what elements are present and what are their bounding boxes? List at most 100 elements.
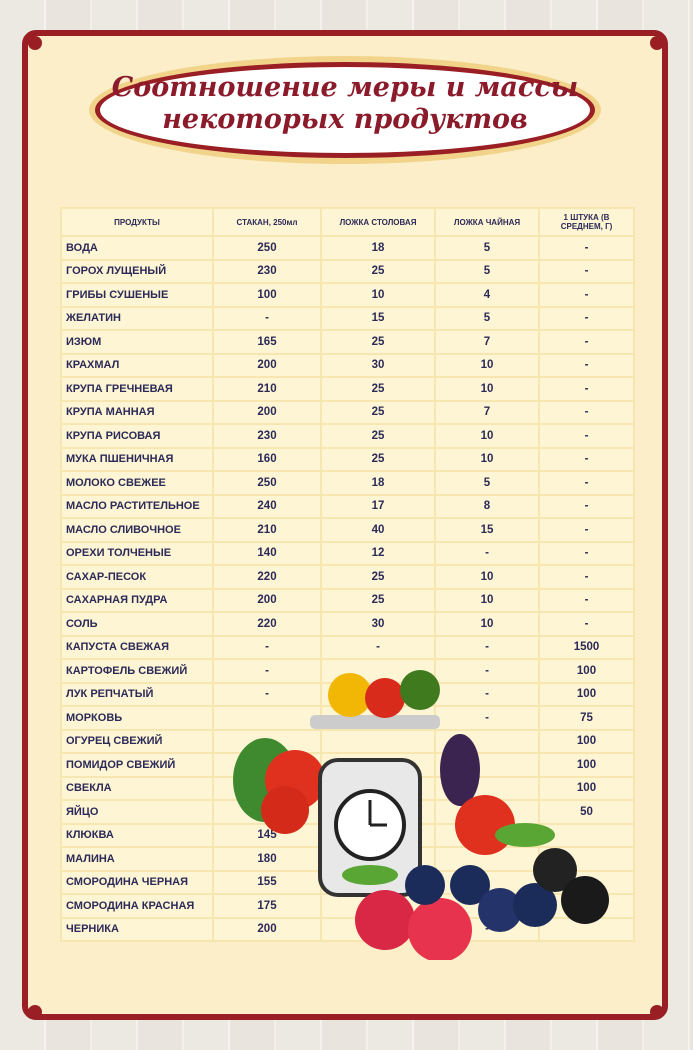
table-row: МАСЛО СЛИВОЧНОЕ 210 40 15- (60, 517, 635, 543)
cell: - (538, 282, 635, 308)
cell: 50 (538, 799, 635, 825)
cell: - (538, 399, 635, 425)
cell: САХАР-ПЕСОК (60, 564, 214, 590)
cell: - (212, 634, 322, 660)
cell: - (538, 376, 635, 402)
cell: 230 (212, 258, 322, 284)
cell: СМОРОДИНА ЧЕРНАЯ (60, 869, 214, 895)
corner-dot (650, 1005, 664, 1019)
cell (538, 916, 635, 942)
cell: 75 (538, 705, 635, 731)
cell: СОЛЬ (60, 611, 214, 637)
cell: - (538, 329, 635, 355)
table-row: СОЛЬ 220 30 10- (60, 611, 635, 637)
cell: 10 (320, 282, 436, 308)
cell: 5 (434, 258, 540, 284)
cell (434, 846, 540, 872)
table-row: ГРИБЫ СУШЕНЫЕ 100 10 4- (60, 282, 635, 308)
cell: - (320, 634, 436, 660)
table-row: ГОРОХ ЛУЩЕНЫЙ 230 25 5- (60, 258, 635, 284)
cell: 4 (434, 282, 540, 308)
cell: - (212, 305, 322, 331)
cell: 100 (538, 658, 635, 684)
cell: ЯЙЦО (60, 799, 214, 825)
cell: ЧЕРНИКА (60, 916, 214, 942)
cell: 100 (538, 681, 635, 707)
cell: 40 (320, 517, 436, 543)
corner-dot (650, 36, 664, 50)
cell: 25 (320, 329, 436, 355)
cell: МОЛОКО СВЕЖЕЕ (60, 470, 214, 496)
cell: 240 (212, 493, 322, 519)
cell: КРАХМАЛ (60, 352, 214, 378)
corner-dot (28, 1005, 42, 1019)
table: ПРОДУКТЫ СТАКАН, 250мл ЛОЖКА СТОЛОВАЯ ЛОЖКА… (60, 207, 635, 942)
cell: 220 (212, 564, 322, 590)
title-line: некоторых продуктов (162, 104, 528, 135)
cell: 25 (320, 446, 436, 472)
cell: 25 (320, 564, 436, 590)
table-row: МАСЛО РАСТИТЕЛЬНОЕ 240 17 8- (60, 493, 635, 519)
header-cell: ЛОЖКА СТОЛОВАЯ (320, 207, 436, 237)
cell: 100 (538, 752, 635, 778)
cell: - (538, 587, 635, 613)
cell: 100 (212, 282, 322, 308)
header-cell: ЛОЖКА ЧАЙНАЯ (434, 207, 540, 237)
cell: ЛУК РЕПЧАТЫЙ (60, 681, 214, 707)
table-row: КРУПА ГРЕЧНЕВАЯ 210 25 10- (60, 376, 635, 402)
cell: - (538, 611, 635, 637)
cell: 25 (320, 376, 436, 402)
cell: КРУПА РИСОВАЯ (60, 423, 214, 449)
table-row: КРУПА РИСОВАЯ 230 25 10- (60, 423, 635, 449)
cell: 25 (320, 423, 436, 449)
cell: 10 (434, 352, 540, 378)
table-row: ЖЕЛАТИН -15 5- (60, 305, 635, 331)
cell: МАСЛО РАСТИТЕЛЬНОЕ (60, 493, 214, 519)
cell: 17 (320, 493, 436, 519)
cell: 15 (434, 517, 540, 543)
cell: 10 (434, 446, 540, 472)
header-cell: СТАКАН, 250мл (212, 207, 322, 237)
cell: КЛЮКВА (60, 822, 214, 848)
cell: 10 (434, 611, 540, 637)
cell: 180 (212, 846, 322, 872)
cell: КРУПА МАННАЯ (60, 399, 214, 425)
cell: ИЗЮМ (60, 329, 214, 355)
cell: МАСЛО СЛИВОЧНОЕ (60, 517, 214, 543)
cell: - (434, 540, 540, 566)
table-row: КРУПА МАННАЯ 200 25 7- (60, 399, 635, 425)
cell: 7 (434, 399, 540, 425)
header-cell: ПРОДУКТЫ (60, 207, 214, 237)
cell: 8 (434, 493, 540, 519)
cell: 30 (320, 611, 436, 637)
table-row: ОРЕХИ ТОЛЧЕНЫЕ 140 12- - (60, 540, 635, 566)
cell: - (538, 540, 635, 566)
cell: 140 (212, 540, 322, 566)
table-row: САХАР-ПЕСОК 220 25 10- (60, 564, 635, 590)
cell: ОГУРЕЦ СВЕЖИЙ (60, 728, 214, 754)
cell: 155 (212, 869, 322, 895)
cell: 100 (538, 775, 635, 801)
cell: ВОДА (60, 235, 214, 261)
cell: 18 (320, 470, 436, 496)
cell: - (212, 658, 322, 684)
cell: 1500 (538, 634, 635, 660)
cell: - (212, 681, 322, 707)
cell (320, 728, 436, 754)
cell: 220 (212, 611, 322, 637)
table-row: КРАХМАЛ 200 30 10- (60, 352, 635, 378)
cell: 200 (212, 916, 322, 942)
cell: КРУПА ГРЕЧНЕВАЯ (60, 376, 214, 402)
cell: 30 (320, 352, 436, 378)
table-row: ИЗЮМ 165 25 7- (60, 329, 635, 355)
title-line: Соотношение меры и массы (111, 72, 579, 103)
cell: ГОРОХ ЛУЩЕНЫЙ (60, 258, 214, 284)
cell: ПОМИДОР СВЕЖИЙ (60, 752, 214, 778)
cell: ГРИБЫ СУШЕНЫЕ (60, 282, 214, 308)
cell: - (434, 705, 540, 731)
cell: ОРЕХИ ТОЛЧЕНЫЕ (60, 540, 214, 566)
table-row: КАПУСТА СВЕЖАЯ - - -1500 (60, 634, 635, 660)
corner-dot (28, 36, 42, 50)
cell: 10 (434, 423, 540, 449)
